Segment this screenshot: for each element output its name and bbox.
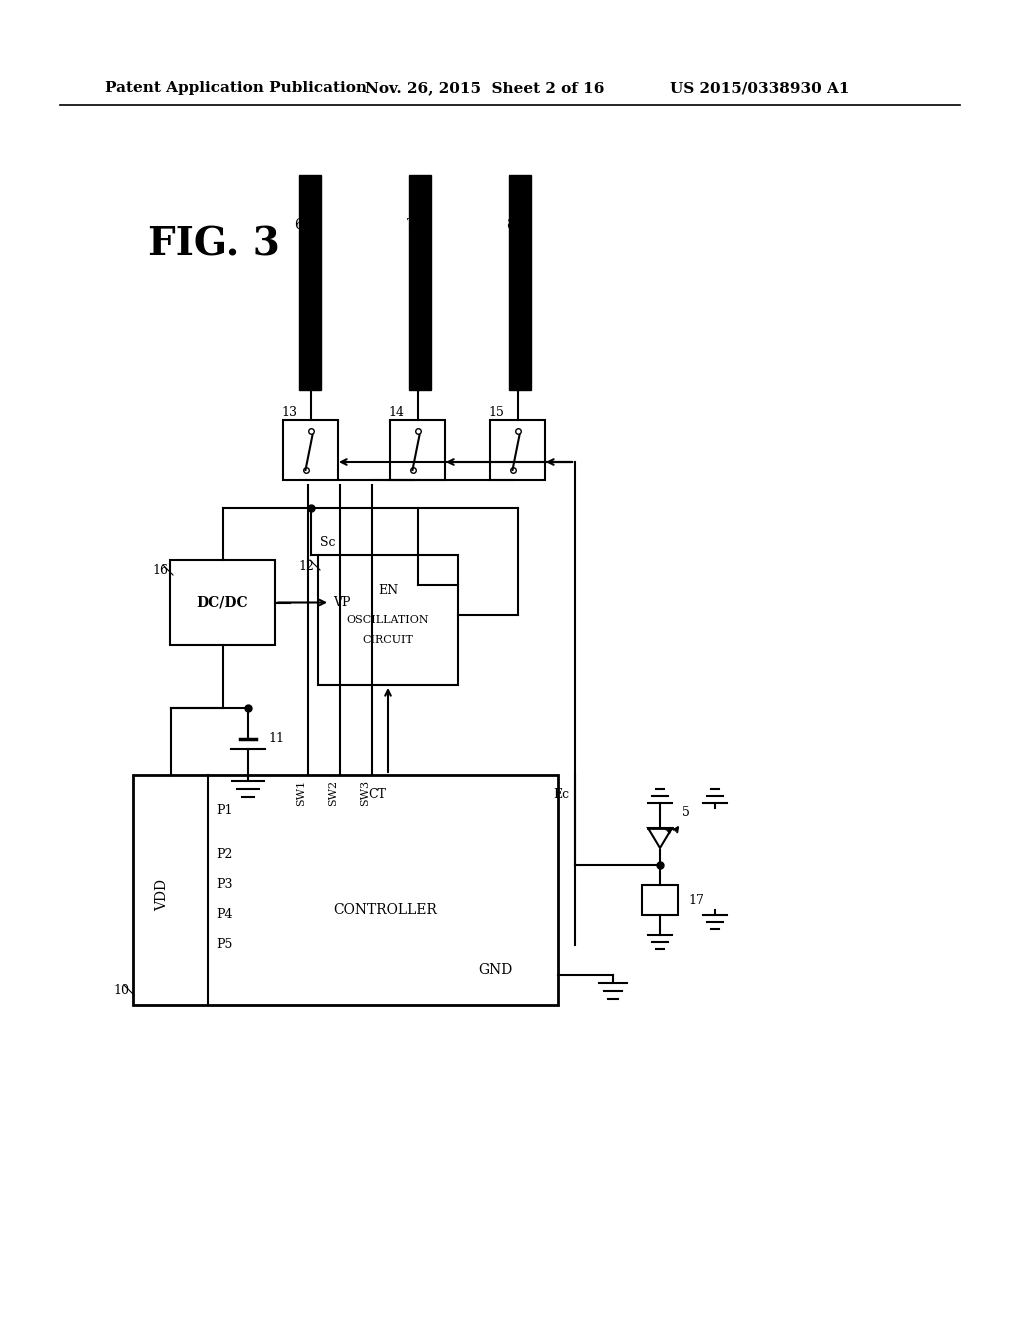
Text: 11: 11 [268, 731, 284, 744]
Bar [170, 560, 275, 645]
Text: Ec: Ec [553, 788, 569, 801]
Text: 7: 7 [406, 218, 415, 232]
Bar [642, 884, 678, 915]
Text: GND: GND [478, 964, 512, 977]
Text: SW2: SW2 [328, 780, 338, 807]
Text: Nov. 26, 2015  Sheet 2 of 16: Nov. 26, 2015 Sheet 2 of 16 [365, 81, 604, 95]
Text: P4: P4 [216, 908, 232, 921]
Text: 15: 15 [488, 405, 504, 418]
Text: P5: P5 [216, 939, 232, 952]
Text: 14: 14 [388, 405, 404, 418]
Text: SW3: SW3 [360, 780, 370, 807]
Text: CIRCUIT: CIRCUIT [362, 635, 414, 645]
Text: SW1: SW1 [296, 780, 306, 807]
Text: EN: EN [378, 583, 398, 597]
Text: P2: P2 [216, 849, 232, 862]
Text: 16: 16 [152, 564, 168, 577]
Bar [283, 420, 338, 480]
Text: CONTROLLER: CONTROLLER [334, 903, 437, 917]
Text: 12: 12 [298, 561, 314, 573]
Text: P1: P1 [216, 804, 232, 817]
Text: 5: 5 [682, 807, 690, 820]
Bar [509, 176, 531, 389]
Text: VDD: VDD [155, 879, 169, 911]
Text: 17: 17 [688, 894, 703, 907]
Text: 8: 8 [506, 218, 515, 232]
Text: FIG. 3: FIG. 3 [148, 226, 280, 264]
Text: CT: CT [368, 788, 386, 801]
Text: 10: 10 [113, 983, 129, 997]
Text: Sc: Sc [319, 536, 336, 549]
Text: 13: 13 [281, 405, 297, 418]
Bar [133, 775, 558, 1005]
Text: US 2015/0338930 A1: US 2015/0338930 A1 [670, 81, 850, 95]
Text: P3: P3 [216, 879, 232, 891]
Bar [409, 176, 431, 389]
Bar [299, 176, 321, 389]
Text: DC/DC: DC/DC [197, 595, 248, 610]
Text: OSCILLATION: OSCILLATION [347, 615, 429, 624]
Bar [490, 420, 545, 480]
Text: VP: VP [333, 597, 350, 609]
Text: Patent Application Publication: Patent Application Publication [105, 81, 367, 95]
Text: 6: 6 [294, 218, 303, 232]
Bar [318, 554, 458, 685]
Bar [390, 420, 445, 480]
